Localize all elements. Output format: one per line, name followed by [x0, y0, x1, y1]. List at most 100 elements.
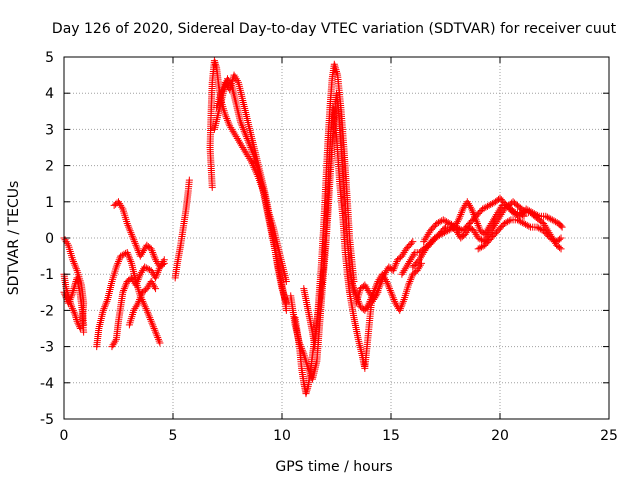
x-tick-label: 5 [169, 428, 178, 444]
data-point-marker [143, 285, 151, 293]
data-point-marker [375, 276, 383, 284]
data-point-marker [224, 118, 232, 126]
data-point-marker [378, 270, 386, 278]
data-point-marker [141, 303, 149, 311]
data-point-marker [398, 270, 406, 278]
data-point-marker [363, 285, 371, 293]
data-point-marker [387, 288, 395, 296]
data-point-marker [556, 235, 564, 243]
data-point-marker [71, 261, 79, 269]
data-point-marker [149, 281, 157, 289]
data-point-marker [400, 248, 408, 256]
data-point-marker [66, 296, 74, 304]
data-point-marker [511, 210, 519, 218]
data-point-marker [115, 256, 123, 264]
data-point-marker [69, 288, 77, 296]
data-point-marker [373, 290, 381, 298]
data-point-marker [149, 248, 157, 256]
data-point-marker [134, 276, 142, 284]
data-point-marker [138, 248, 146, 256]
data-point-marker [509, 209, 517, 217]
data-track [108, 256, 168, 351]
data-point-marker [382, 268, 390, 276]
data-point-marker [142, 305, 150, 313]
data-point-marker [533, 223, 541, 231]
data-point-marker [69, 286, 77, 294]
data-point-marker [468, 207, 476, 215]
data-point-marker [64, 299, 72, 307]
data-point-marker [474, 245, 482, 253]
data-point-marker [477, 243, 485, 251]
data-point-marker [401, 265, 409, 273]
data-point-marker [153, 332, 161, 340]
data-point-marker [146, 315, 154, 323]
data-point-marker [552, 218, 560, 226]
data-point-marker [151, 254, 159, 262]
data-point-marker [118, 203, 126, 211]
axis-ticks: 0 5 10 15 20 25 -5 -4 -3 -2 -1 0 1 2 3 4 5 [40, 50, 618, 444]
data-point-marker [461, 230, 469, 238]
data-point-marker [522, 220, 530, 228]
data-point-marker [374, 277, 382, 285]
data-point-marker [72, 265, 80, 273]
data-point-marker [493, 218, 501, 226]
data-point-marker [132, 303, 140, 311]
data-point-marker [101, 303, 109, 311]
data-point-marker [557, 222, 565, 230]
data-point-marker [150, 252, 158, 260]
data-point-marker [464, 200, 472, 208]
data-point-marker [476, 244, 484, 252]
data-point-marker [409, 252, 417, 260]
data-point-marker [502, 219, 510, 227]
data-points [60, 57, 566, 398]
data-point-marker [489, 223, 497, 231]
data-point-marker [523, 221, 531, 229]
data-point-marker [71, 312, 79, 320]
data-point-marker [366, 297, 374, 305]
data-point-marker [299, 348, 307, 356]
data-point-marker [69, 256, 77, 264]
data-point-marker [185, 176, 193, 184]
data-point-marker [306, 368, 314, 376]
data-point-marker [111, 337, 119, 345]
data-point-marker [124, 250, 132, 258]
data-point-marker [142, 264, 150, 272]
data-point-marker [541, 221, 549, 229]
data-point-marker [73, 317, 81, 325]
data-point-marker [455, 230, 463, 238]
data-point-marker [415, 256, 423, 264]
data-point-marker [237, 118, 245, 126]
data-point-marker [421, 236, 429, 244]
data-point-marker [389, 267, 397, 275]
data-point-marker [140, 301, 148, 309]
data-point-marker [453, 218, 461, 226]
data-point-marker [245, 140, 253, 148]
data-point-marker [399, 297, 407, 305]
data-point-marker [547, 215, 555, 223]
y-tick-label: 0 [45, 231, 54, 247]
data-point-marker [391, 299, 399, 307]
data-point-marker [389, 294, 397, 302]
data-point-marker [371, 285, 379, 293]
data-point-marker [540, 220, 548, 228]
data-point-marker [488, 225, 496, 233]
data-point-marker [133, 245, 141, 253]
data-point-marker [455, 214, 463, 222]
data-point-marker [135, 297, 143, 305]
data-point-marker [117, 201, 125, 209]
data-point-marker [434, 219, 442, 227]
data-point-marker [76, 325, 84, 332]
data-point-marker [545, 214, 553, 222]
data-point-marker [473, 220, 481, 228]
data-point-marker [303, 388, 311, 396]
data-point-marker [238, 142, 246, 150]
data-point-marker [240, 145, 248, 153]
data-point-marker [525, 222, 533, 230]
data-point-marker [221, 111, 229, 119]
data-point-marker [223, 115, 231, 123]
data-point-marker [239, 125, 247, 133]
data-point-marker [148, 319, 156, 327]
y-tick-label: -2 [40, 303, 54, 319]
data-point-marker [71, 310, 79, 318]
data-point-marker [211, 58, 219, 66]
